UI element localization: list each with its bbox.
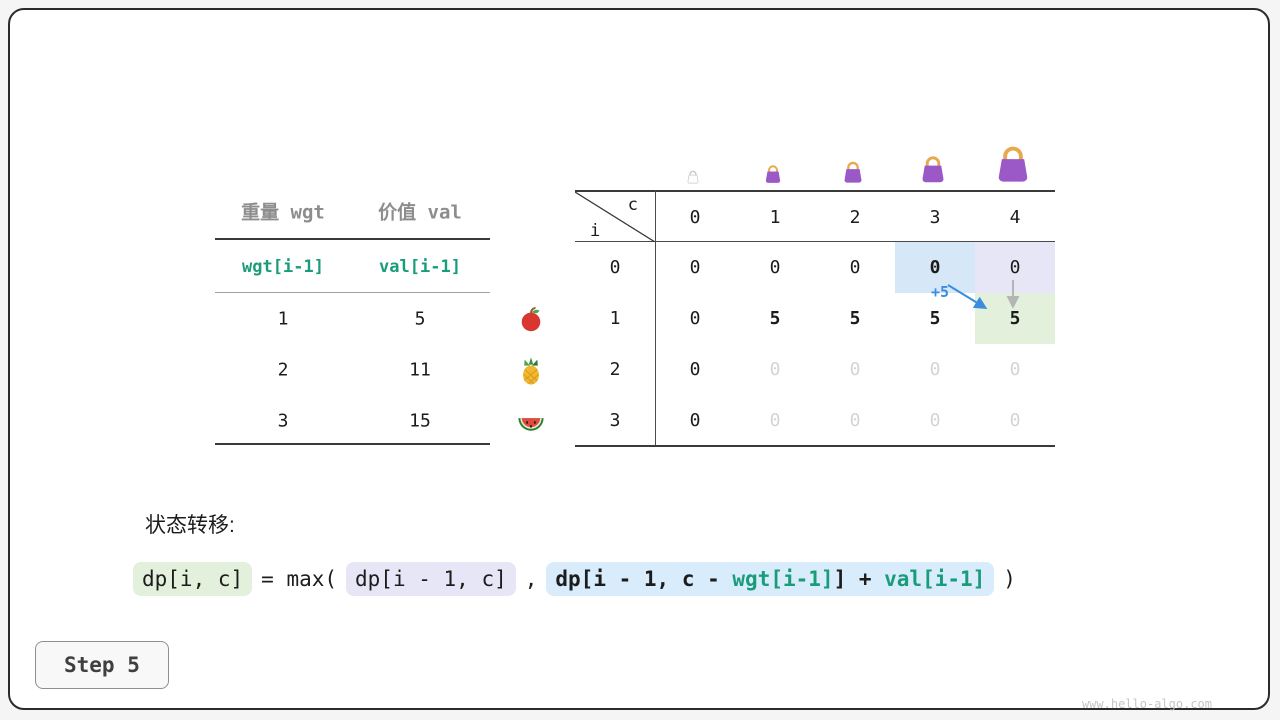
watermelon-icon xyxy=(516,406,547,437)
dp-cell-2-3: 0 xyxy=(929,359,941,380)
dp-corner-cell: c i xyxy=(575,192,655,242)
dp-cell-1-0: 0 xyxy=(689,308,701,329)
items-val-formula: val[i-1] xyxy=(379,257,461,277)
dp-vertical-rule xyxy=(655,190,656,446)
dp-cell-1-3: 5 xyxy=(929,308,941,329)
item-3-wgt: 3 xyxy=(277,410,289,432)
formula-close-paren: ) xyxy=(1003,567,1016,591)
dp-col-header-2: 2 xyxy=(849,206,861,228)
formula-arg2-val: val[i-1] xyxy=(884,567,986,591)
bag-icon-capacity-0 xyxy=(686,169,701,184)
dp-cell-1-2: 5 xyxy=(849,308,861,329)
formula-arg2-prefix: dp[i - 1, c - xyxy=(555,567,733,591)
dp-table: c i 0 1 2 3 4 0 0 0 0 0 0 1 0 5 5 5 5 2 … xyxy=(575,192,1055,446)
item-3-val: 15 xyxy=(409,410,431,432)
items-header-rule xyxy=(215,238,490,240)
dp-cell-0-4: 0 xyxy=(975,242,1055,293)
formula-equals-max: = max( xyxy=(261,567,338,591)
formula-lhs-chip: dp[i, c] xyxy=(133,562,253,596)
pineapple-icon xyxy=(517,357,546,386)
dp-cell-2-1: 0 xyxy=(769,359,781,380)
dp-cell-2-2: 0 xyxy=(849,359,861,380)
dp-col-header-1: 1 xyxy=(769,206,781,228)
dp-cell-3-1: 0 xyxy=(769,410,781,431)
dp-cell-1-1: 5 xyxy=(769,308,781,329)
items-header-value: 价值 val xyxy=(378,201,462,224)
dp-cell-2-4: 0 xyxy=(1009,359,1021,380)
dp-top-rule xyxy=(575,190,1055,192)
dp-col-header-4: 4 xyxy=(1009,206,1021,228)
dp-bottom-rule xyxy=(575,445,1055,447)
watermark: www.hello-algo.com xyxy=(1081,697,1212,711)
transition-arrows xyxy=(947,280,1020,310)
dp-cell-0-2: 0 xyxy=(849,257,861,278)
dp-row-header-1: 1 xyxy=(609,308,621,329)
dp-cell-0-1: 0 xyxy=(769,257,781,278)
apple-icon xyxy=(518,306,545,333)
bag-icon-capacity-4 xyxy=(992,142,1034,184)
dp-cell-0-3: 0 xyxy=(895,242,975,293)
items-wgt-formula: wgt[i-1] xyxy=(242,257,324,277)
dp-header-rule xyxy=(575,241,1055,242)
formula-arg2-wgt: wgt[i-1] xyxy=(732,567,834,591)
dp-cell-0-0: 0 xyxy=(689,257,701,278)
dp-cell-2-0: 0 xyxy=(689,359,701,380)
dp-cell-3-3: 0 xyxy=(929,410,941,431)
dp-col-header-3: 3 xyxy=(929,206,941,228)
item-1-val: 5 xyxy=(414,308,426,330)
dp-cell-3-0: 0 xyxy=(689,410,701,431)
item-2-wgt: 2 xyxy=(277,359,289,381)
dp-row-header-0: 0 xyxy=(609,257,621,278)
state-transition-formula: dp[i, c] = max( dp[i - 1, c] , dp[i - 1,… xyxy=(133,562,1016,596)
bag-icon-capacity-3 xyxy=(918,153,949,184)
plus-five-annotation: +5 xyxy=(930,283,950,301)
dp-row-header-2: 2 xyxy=(609,359,621,380)
bag-icon-capacity-1 xyxy=(763,163,784,184)
dp-row-header-3: 3 xyxy=(609,410,621,431)
blue-transition-arrow xyxy=(947,284,988,310)
item-2-val: 11 xyxy=(409,359,431,381)
formula-arg2-chip: dp[i - 1, c - wgt[i-1]] + val[i-1] xyxy=(546,562,995,596)
dp-col-header-0: 0 xyxy=(689,206,701,228)
dp-col-variable: c xyxy=(627,195,638,215)
state-transition-label: 状态转移: xyxy=(145,514,235,537)
formula-arg1-chip: dp[i - 1, c] xyxy=(346,562,516,596)
items-bottom-rule xyxy=(215,443,490,445)
items-subheader-rule xyxy=(215,292,490,293)
dp-cell-3-2: 0 xyxy=(849,410,861,431)
formula-comma: , xyxy=(524,567,538,591)
item-1-wgt: 1 xyxy=(277,308,289,330)
step-badge: Step 5 xyxy=(35,641,169,689)
items-header-weight: 重量 wgt xyxy=(241,201,325,224)
dp-row-variable: i xyxy=(590,221,601,241)
formula-arg2-mid: ] + xyxy=(833,567,885,591)
dp-cell-3-4: 0 xyxy=(1009,410,1021,431)
bag-icon-capacity-2 xyxy=(841,159,866,184)
corner-diagonal-line xyxy=(575,192,655,242)
